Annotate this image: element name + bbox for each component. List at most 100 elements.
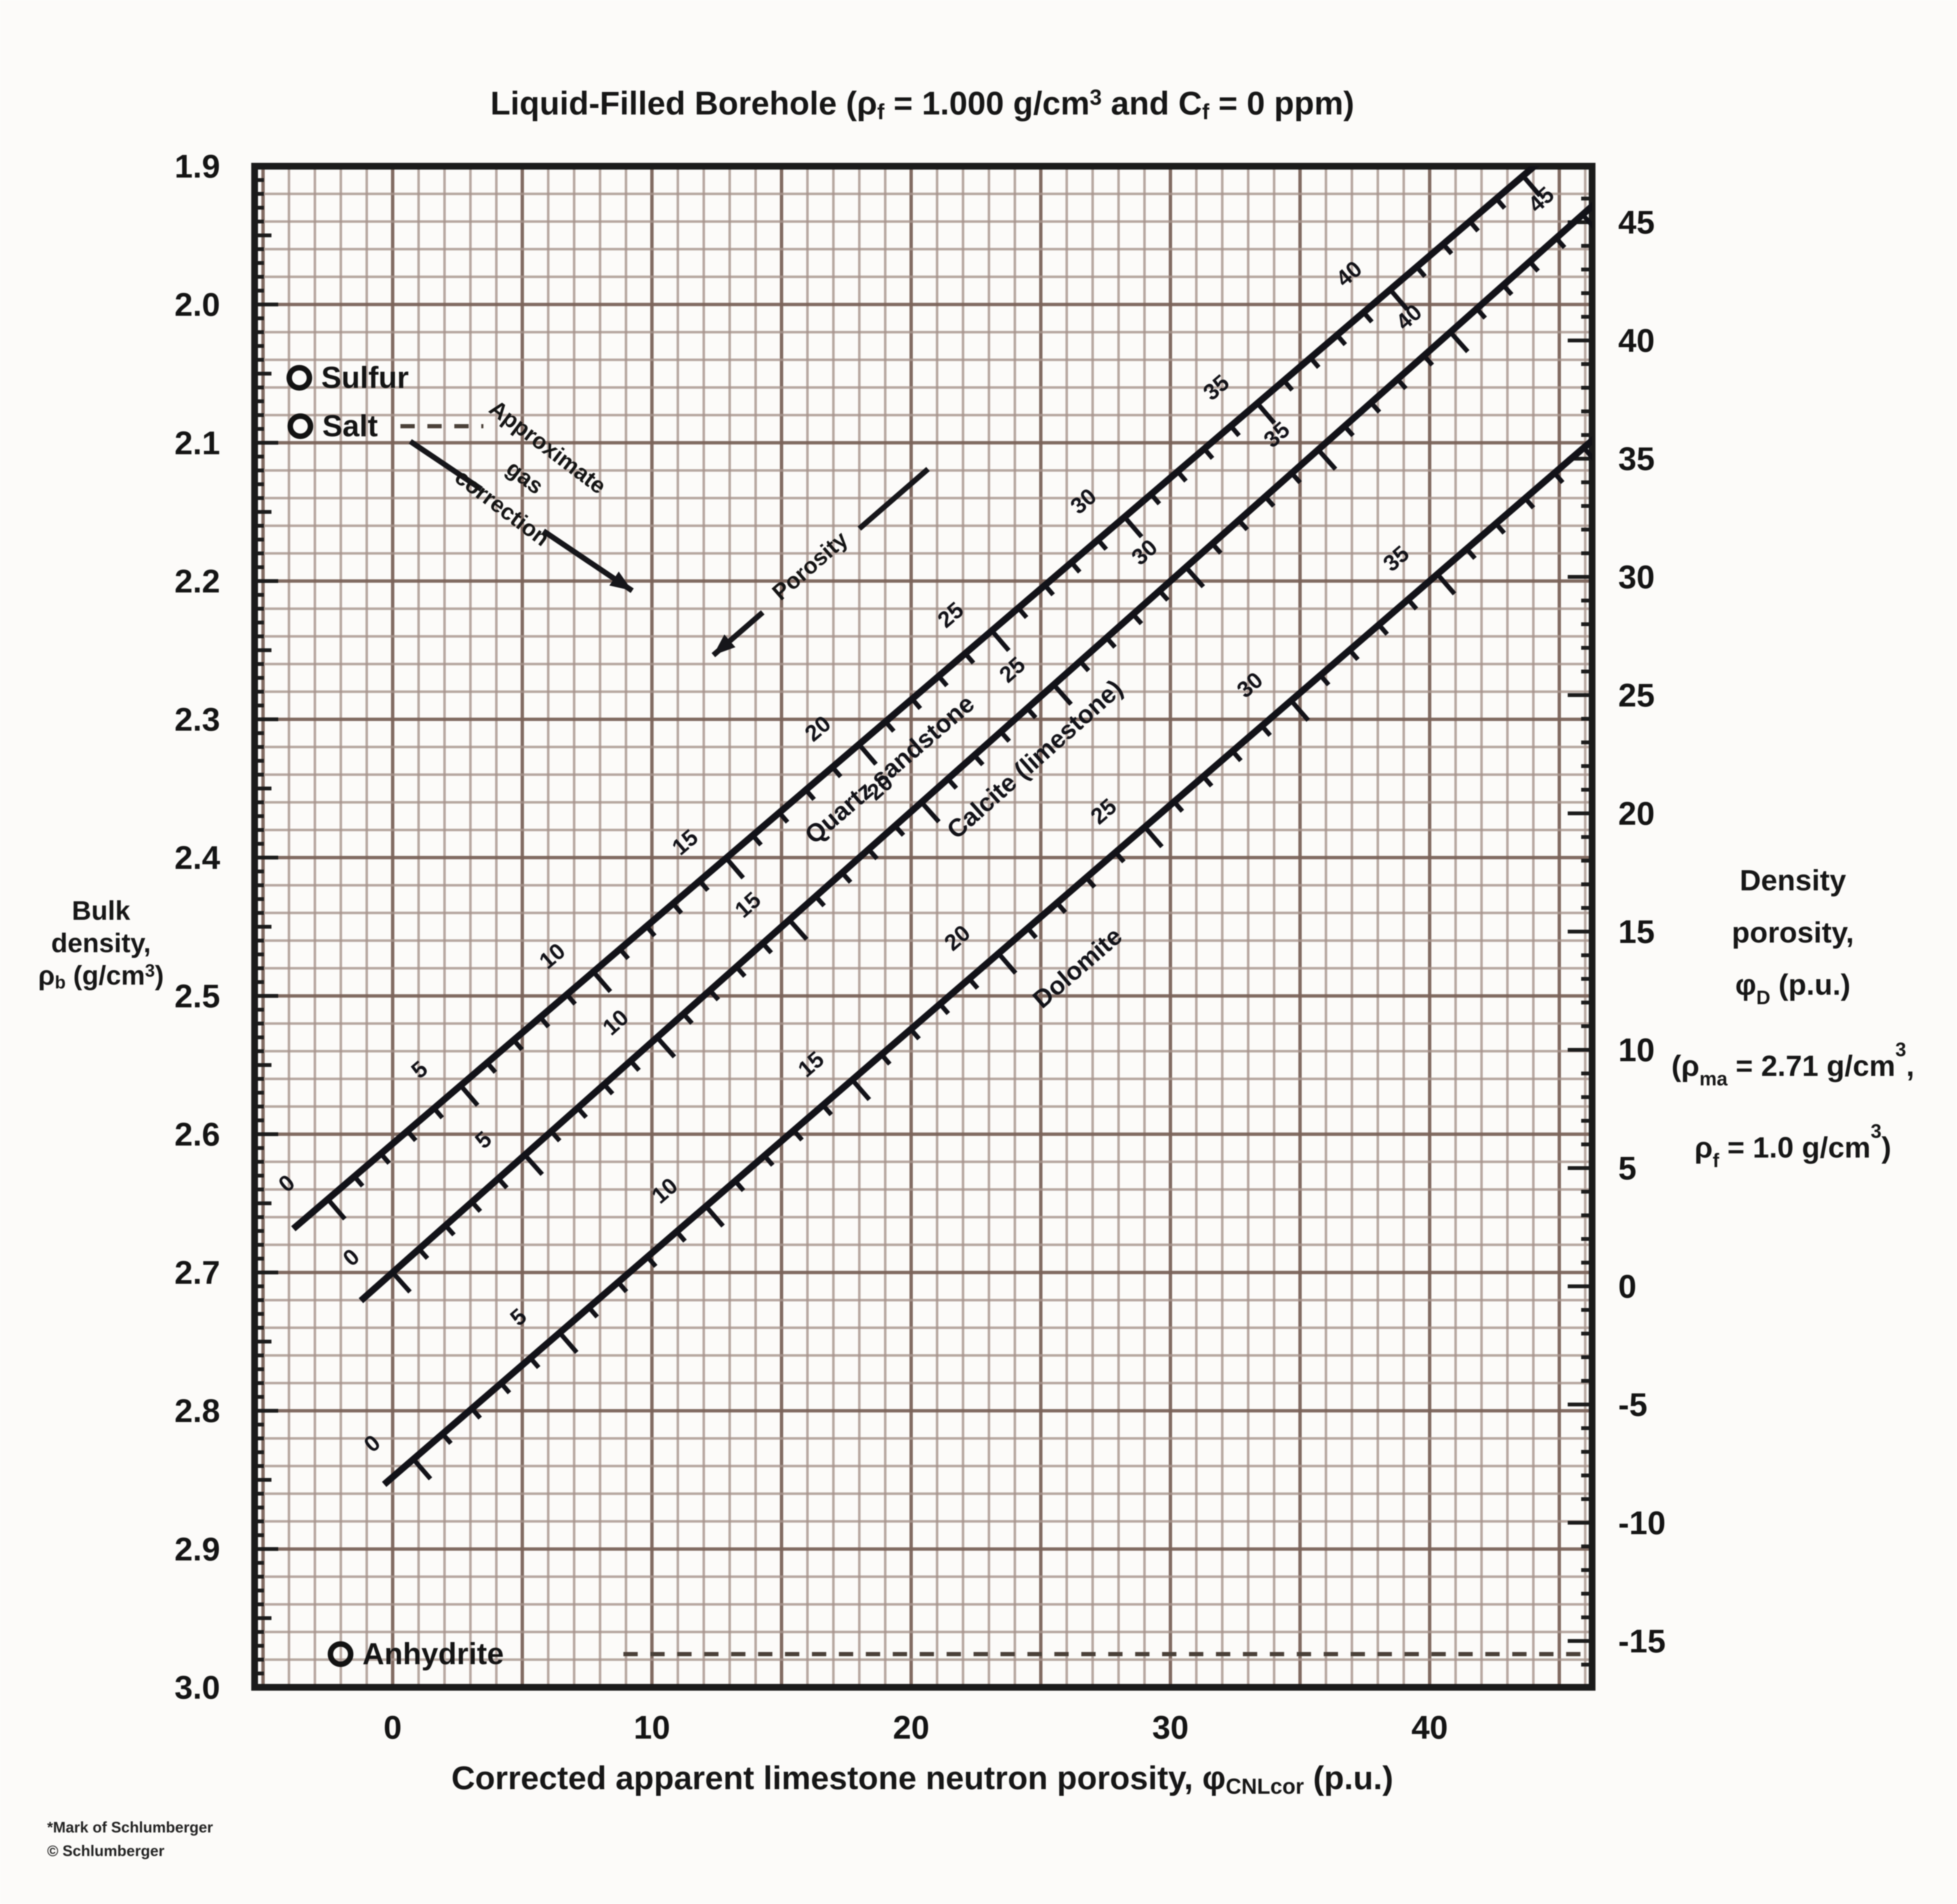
porosity-tick	[814, 895, 826, 908]
y-right-label: 25	[1618, 677, 1655, 714]
x-axis-label: 30	[1152, 1709, 1189, 1746]
y-axis-right-labels: 45 40 35 30 25 20 15 10 5 0 -5 -10 -15	[1618, 204, 1666, 1660]
mineral-line	[291, 166, 1540, 1232]
porosity-tick	[1348, 648, 1360, 661]
porosity-tick-label: 30	[1066, 483, 1101, 519]
porosity-tick-label: 15	[730, 887, 766, 923]
porosity-tick	[675, 1230, 687, 1243]
porosity-tick	[576, 1106, 588, 1119]
porosity-tick	[1026, 927, 1038, 940]
porosity-tick	[538, 1015, 550, 1028]
porosity-tick	[1105, 636, 1117, 649]
porosity-tick	[1553, 471, 1565, 484]
porosity-tick	[470, 1200, 482, 1213]
porosity-tick-label: 0	[274, 1170, 300, 1197]
porosity-tick	[1025, 706, 1038, 720]
porosity-tick	[444, 1224, 456, 1237]
porosity-tick	[1085, 876, 1097, 889]
porosity-tick	[763, 1154, 775, 1167]
annotation-arrow-head	[609, 571, 633, 591]
porosity-tick	[999, 730, 1011, 743]
ref-point-anhydrite: Anhydrite	[327, 1637, 1593, 1671]
porosity-tick	[1528, 260, 1540, 273]
porosity-tick	[1475, 307, 1487, 320]
porosity-tick	[946, 777, 958, 790]
porosity-tick-label: 0	[359, 1430, 385, 1457]
x-axis-label: 20	[893, 1709, 930, 1746]
left-axis-ticks	[255, 164, 278, 1689]
porosity-tick	[973, 754, 985, 767]
porosity-tick	[326, 1198, 347, 1221]
porosity-tick	[352, 1175, 364, 1188]
y-right-label: 30	[1618, 558, 1655, 595]
porosity-tick	[1052, 683, 1073, 706]
porosity-tick	[1043, 584, 1055, 597]
ref-point-salt: Salt	[287, 409, 484, 443]
porosity-tick-label: 30	[1127, 534, 1162, 570]
porosity-tick	[1149, 493, 1161, 505]
porosity-tick	[1319, 674, 1331, 687]
annotation-arrow-line	[409, 439, 483, 491]
porosity-tick	[1114, 850, 1126, 863]
porosity-tick	[1361, 311, 1374, 324]
porosity-tick	[406, 1129, 418, 1142]
ref-marker-circle	[327, 1641, 354, 1667]
porosity-tick-label: 35	[1378, 541, 1414, 576]
grid	[255, 166, 1592, 1687]
porosity-tick	[1078, 659, 1090, 672]
porosity-tick	[1582, 446, 1592, 461]
porosity-tick-label: 10	[598, 1004, 633, 1040]
porosity-tick	[1229, 424, 1241, 437]
porosity-tick	[1501, 283, 1513, 296]
porosity-tick	[565, 993, 577, 1006]
porosity-tick	[1335, 333, 1347, 346]
porosity-tick	[1523, 497, 1535, 510]
porosity-tick	[523, 1153, 544, 1176]
ref-point-label: Anhydrite	[362, 1637, 504, 1671]
porosity-tick	[761, 942, 773, 955]
porosity-tick	[1263, 495, 1276, 508]
porosity-tick	[512, 1038, 524, 1051]
porosity-tick	[1377, 623, 1389, 636]
porosity-tick	[1096, 538, 1108, 551]
porosity-tick	[485, 1061, 497, 1074]
x-axis-label: 40	[1412, 1709, 1448, 1746]
y-right-label: 10	[1618, 1031, 1655, 1068]
y-left-label: 2.7	[175, 1254, 220, 1291]
y-axis-left-title: Bulk density, ρb (g/cm3)	[38, 895, 164, 992]
porosity-tick-label: 20	[800, 711, 836, 746]
y-left-label: 2.1	[175, 424, 220, 461]
porosity-tick	[1143, 825, 1164, 848]
porosity-tick-label: 5	[471, 1126, 497, 1154]
footnote: *Mark of Schlumberger © Schlumberger	[47, 1819, 213, 1859]
y-axis-right-title: Density porosity, φD (p.u.) (ρma = 2.71 …	[1671, 864, 1914, 1171]
porosity-tick	[412, 1458, 432, 1481]
y-left-label: 2.6	[175, 1115, 220, 1152]
plot-frame	[251, 163, 1595, 1691]
porosity-tick	[963, 652, 976, 665]
porosity-tick-label: 35	[1199, 370, 1234, 406]
porosity-tick	[529, 1356, 541, 1369]
y-right-label: 20	[1618, 795, 1655, 832]
porosity-tick	[618, 947, 630, 960]
porosity-tick	[893, 824, 905, 837]
right-axis-ticks	[1568, 197, 1592, 1667]
porosity-tick	[1521, 174, 1542, 197]
porosity-tick	[1158, 589, 1170, 602]
x-axis-title: Corrected apparent limestone neutron por…	[451, 1759, 1393, 1798]
porosity-tick	[1202, 447, 1215, 460]
porosity-tick	[1122, 515, 1143, 539]
porosity-tick	[1494, 197, 1507, 210]
porosity-tick	[629, 1059, 641, 1072]
porosity-tick	[1255, 401, 1276, 425]
porosity-tick	[497, 1176, 509, 1190]
porosity-tick	[850, 1078, 871, 1101]
porosity-tick	[777, 811, 790, 824]
porosity-tick	[616, 1280, 628, 1293]
porosity-tick	[1290, 471, 1302, 484]
porosity-tick	[1494, 522, 1506, 535]
ref-marker-circle	[286, 365, 312, 391]
porosity-tick-label: 25	[994, 652, 1030, 688]
porosity-tick	[1210, 542, 1223, 555]
